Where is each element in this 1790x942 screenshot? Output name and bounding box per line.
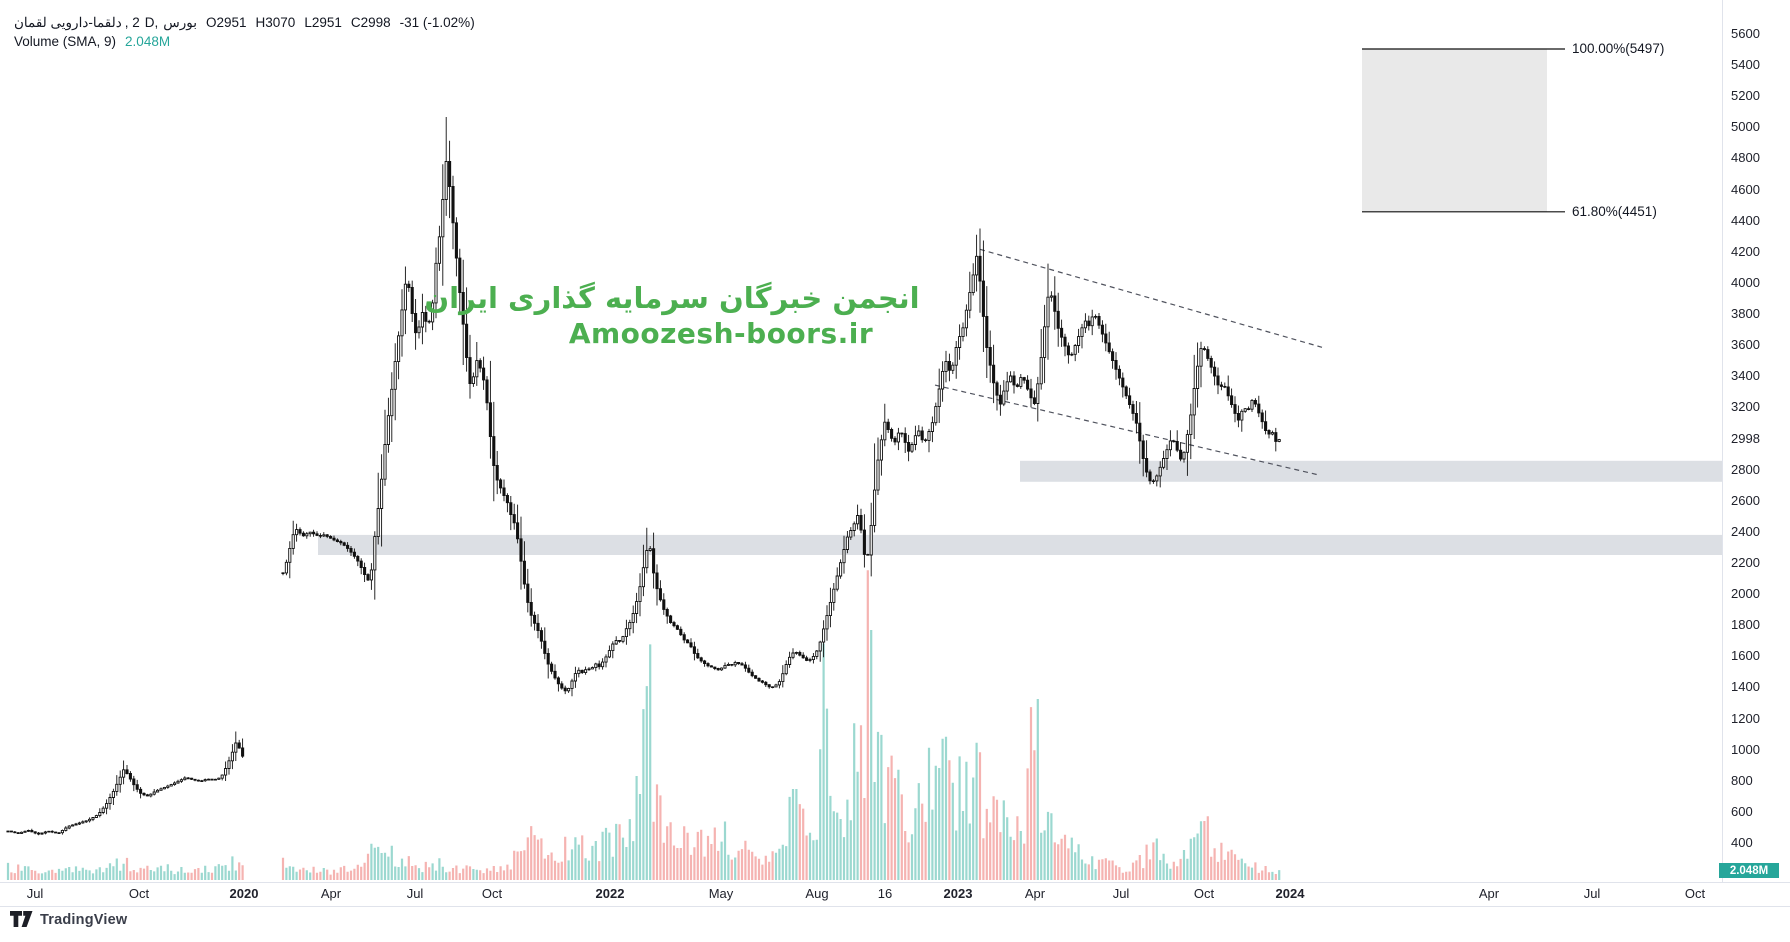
watermark-url: Amoozesh-boors.ir xyxy=(568,317,874,350)
time-tick-Aug: Aug xyxy=(805,886,829,901)
price-tick-5000: 5000 xyxy=(1731,119,1760,135)
volume-indicator-value: 2.048M xyxy=(125,34,171,49)
time-tick-Jul: Jul xyxy=(1583,886,1601,901)
time-tick-2022: 2022 xyxy=(595,886,625,901)
price-tick-2600: 2600 xyxy=(1731,492,1760,508)
volume-legend-row[interactable]: Volume (SMA, 9) 2.048M xyxy=(14,32,475,51)
last-price-label: 2998 xyxy=(1731,430,1760,446)
time-tick-Apr: Apr xyxy=(320,886,342,901)
symbol-name[interactable]: دلقما-دارویی لقمان xyxy=(14,15,122,30)
tradingview-branding[interactable]: TradingView xyxy=(10,911,127,928)
support-zone-2300 xyxy=(318,534,1722,555)
price-tick-1200: 1200 xyxy=(1731,710,1760,726)
price-tick-4600: 4600 xyxy=(1731,181,1760,197)
time-tick-Oct: Oct xyxy=(1193,886,1215,901)
time-tick-16: 16 xyxy=(877,886,893,901)
candles-up xyxy=(6,161,1281,835)
time-tick-Jul: Jul xyxy=(26,886,44,901)
exchange-label: بورس xyxy=(163,15,197,30)
price-tick-1800: 1800 xyxy=(1731,617,1760,633)
price-tick-3400: 3400 xyxy=(1731,368,1760,384)
price-tick-2400: 2400 xyxy=(1731,523,1760,539)
tradingview-logo-text[interactable]: TradingView xyxy=(40,911,128,928)
price-tick-3800: 3800 xyxy=(1731,306,1760,322)
symbol-legend-row[interactable]: دلقما-دارویی لقمان, 2 D, بورس O2951 H3070… xyxy=(14,13,475,32)
time-tick-2024: 2024 xyxy=(1275,886,1305,901)
time-tick-Apr: Apr xyxy=(1478,886,1500,901)
time-tick-Apr: Apr xyxy=(1024,886,1046,901)
volume-value-badge: 2.048M xyxy=(1719,863,1779,878)
open-value: O2951 xyxy=(205,15,247,30)
resistance-zone-2800 xyxy=(1020,460,1722,482)
price-tick-600: 600 xyxy=(1731,803,1753,819)
price-tick-5400: 5400 xyxy=(1731,57,1760,73)
volume-indicator-label[interactable]: Volume (SMA, 9) xyxy=(14,34,117,49)
channel-upper xyxy=(979,248,1323,348)
price-tick-1400: 1400 xyxy=(1731,679,1760,695)
time-tick-May: May xyxy=(708,886,734,901)
high-value: H3070 xyxy=(255,15,296,30)
channel-lower xyxy=(934,384,1319,476)
price-tick-3600: 3600 xyxy=(1731,337,1760,353)
time-tick-2020: 2020 xyxy=(229,886,259,901)
tradingview-logo-icon xyxy=(10,911,33,927)
time-tick-Jul: Jul xyxy=(1112,886,1130,901)
time-tick-Jul: Jul xyxy=(406,886,424,901)
watermark-persian: انجمن خبرگان سرمایه گذاری ایران xyxy=(424,281,920,315)
price-tick-1600: 1600 xyxy=(1731,648,1760,664)
price-tick-5200: 5200 xyxy=(1731,88,1760,104)
symbol-suffix: , 2 xyxy=(124,15,140,30)
price-tick-2000: 2000 xyxy=(1731,586,1760,602)
fib-level-618-label: 61.80%(4451) xyxy=(1572,203,1657,219)
price-tick-3200: 3200 xyxy=(1731,399,1760,415)
volume-bars-up xyxy=(6,630,1281,880)
time-tick-Oct: Oct xyxy=(1684,886,1706,901)
price-tick-4400: 4400 xyxy=(1731,212,1760,228)
chart-legend[interactable]: دلقما-دارویی لقمان, 2 D, بورس O2951 H3070… xyxy=(14,13,475,51)
price-tick-4000: 4000 xyxy=(1731,274,1760,290)
fib-retracement-box xyxy=(1362,49,1547,212)
price-tick-4800: 4800 xyxy=(1731,150,1760,166)
change-value: -31 (-1.02%) xyxy=(399,15,475,30)
price-tick-2800: 2800 xyxy=(1731,461,1760,477)
low-value: L2951 xyxy=(304,15,342,30)
fib-level-100-label: 100.00%(5497) xyxy=(1572,41,1665,57)
price-tick-5600: 5600 xyxy=(1731,26,1760,41)
price-tick-2200: 2200 xyxy=(1731,554,1760,570)
price-tick-1000: 1000 xyxy=(1731,741,1760,757)
time-tick-Oct: Oct xyxy=(481,886,503,901)
price-tick-4200: 4200 xyxy=(1731,243,1760,259)
time-tick-Oct: Oct xyxy=(128,886,150,901)
close-value: C2998 xyxy=(350,15,391,30)
price-tick-400: 400 xyxy=(1731,835,1753,850)
timeframe-label[interactable]: D, xyxy=(144,15,159,30)
price-tick-800: 800 xyxy=(1731,772,1753,788)
candles-down xyxy=(9,161,1278,835)
time-tick-2023: 2023 xyxy=(943,886,973,901)
